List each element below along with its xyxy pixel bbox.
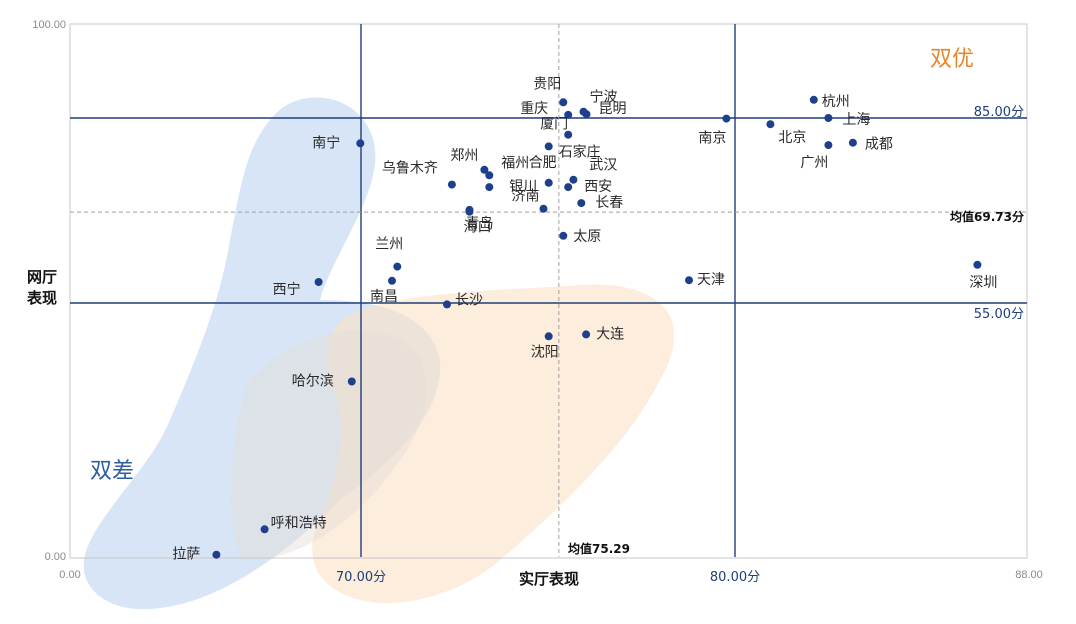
point-label: 厦门 [540, 117, 568, 133]
data-point [577, 199, 586, 208]
data-point [544, 142, 553, 151]
data-point [973, 260, 982, 269]
x-tick-left: 0.00 [59, 569, 80, 581]
point-label: 海口 [464, 220, 492, 236]
data-point [539, 204, 548, 213]
point-label: 昆明 [599, 101, 627, 117]
data-point [582, 110, 591, 119]
data-point [559, 231, 568, 240]
data-point [212, 550, 221, 559]
data-point [347, 377, 356, 386]
point-label: 济南 [512, 189, 540, 205]
data-point [544, 178, 553, 187]
point-label: 郑州 [450, 148, 478, 164]
y-tick-bottom: 0.00 [45, 551, 66, 563]
data-point [809, 95, 818, 104]
data-point [485, 183, 494, 192]
point-label: 天津 [697, 272, 725, 288]
data-point [447, 180, 456, 189]
y-ref-label-85: 85.00分 [974, 105, 1024, 120]
point-label: 呼和浩特 [271, 515, 327, 531]
point-label: 北京 [778, 130, 806, 146]
point-label: 银川 [509, 179, 537, 195]
left-lower-region [231, 330, 427, 560]
point-label: 长沙 [455, 292, 483, 308]
quadrant-label-double-poor: 双差 [90, 459, 134, 484]
point-label: 深圳 [969, 275, 997, 291]
data-point [824, 114, 833, 122]
data-point [388, 276, 396, 285]
point-label: 西宁 [273, 281, 301, 298]
point-label: 哈尔滨 [292, 374, 334, 390]
y-ref-label-55: 55.00分 [974, 307, 1024, 322]
point-label: 石家庄 [559, 143, 601, 160]
point-label: 西安 [584, 179, 612, 195]
point-label: 兰州 [375, 237, 403, 253]
x-mean-label: 均值75.29 [568, 541, 630, 556]
data-point [260, 525, 269, 534]
data-point [465, 207, 474, 216]
data-point [569, 175, 578, 184]
point-label: 乌鲁木齐 [382, 161, 438, 177]
point-label: 沈阳 [531, 344, 559, 360]
x-ref-label-70: 70.00分 [336, 570, 386, 585]
data-point [564, 110, 573, 119]
data-point [443, 300, 451, 309]
point-label: 重庆 [520, 101, 548, 117]
data-point [559, 98, 568, 107]
y-axis-title-line2: 表现 [27, 289, 57, 307]
point-label: 南宁 [312, 134, 340, 151]
data-point [685, 276, 693, 285]
point-label: 杭州 [822, 94, 850, 110]
y-mean-label: 均值69.73分 [950, 209, 1024, 224]
data-point [766, 120, 775, 129]
data-point [582, 330, 591, 339]
data-point [722, 114, 731, 123]
data-point [356, 139, 365, 148]
point-label: 宁波 [590, 89, 618, 106]
point-label: 成都 [865, 137, 893, 153]
reference-lines [70, 24, 1027, 557]
point-label: 南昌 [370, 289, 398, 305]
y-axis-title-line1: 网厅 [27, 268, 57, 286]
data-point [848, 138, 857, 147]
point-label: 合肥 [529, 155, 557, 171]
point-label: 福州 [501, 155, 529, 171]
point-label: 太原 [573, 229, 601, 245]
orange-region [312, 284, 675, 604]
quadrant-label-double-good: 双优 [930, 47, 974, 72]
data-point [485, 171, 494, 180]
point-label: 上海 [842, 112, 870, 128]
data-point [480, 165, 489, 174]
data-point [564, 183, 573, 192]
plot-frame [69, 23, 1028, 559]
point-label: 武汉 [589, 158, 617, 174]
point-label: 拉萨 [172, 547, 200, 563]
point-label: 南京 [698, 131, 726, 147]
x-tick-right: 88.00 [1015, 569, 1043, 581]
data-point [544, 332, 553, 341]
y-tick-top: 100.00 [32, 19, 66, 31]
x-ref-label-80: 80.00分 [710, 570, 760, 585]
point-label: 长春 [595, 195, 623, 211]
data-point [314, 278, 323, 286]
x-axis-title: 实厅表现 [519, 570, 579, 588]
data-point [564, 130, 573, 139]
point-label: 大连 [596, 326, 624, 342]
data-point [824, 141, 833, 150]
data-point [393, 262, 402, 271]
point-label: 广州 [800, 155, 828, 171]
point-label: 贵阳 [533, 76, 561, 92]
point-label: 青岛 [466, 216, 494, 232]
